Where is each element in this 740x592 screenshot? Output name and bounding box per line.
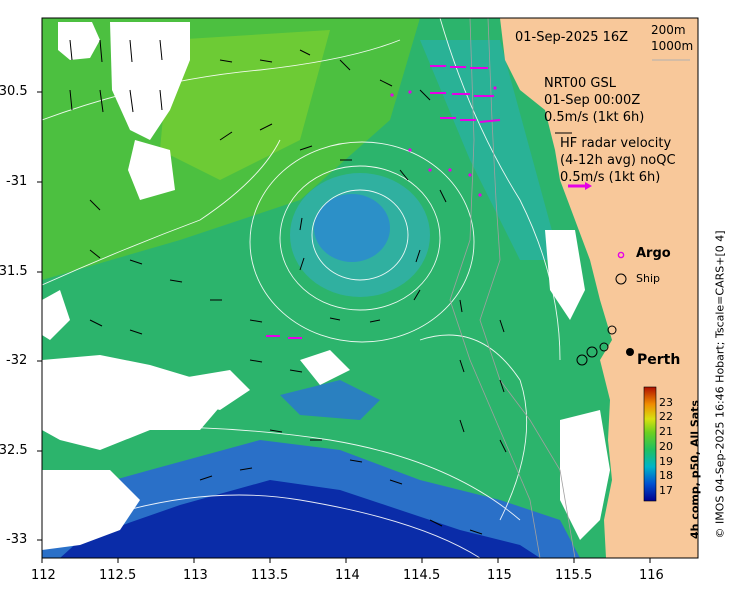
velocity-arrows [69, 39, 507, 535]
colorbar [643, 386, 657, 502]
map-plot-area [42, 18, 698, 558]
x-tick-label: 114.5 [403, 568, 441, 583]
colorbar-tick: 17 [659, 484, 673, 497]
gsl-scale: 0.5m/s (1kt 6h) [544, 110, 645, 125]
cold-water-core [60, 480, 540, 558]
ssh-contours [42, 18, 561, 558]
colorbar-tick: 21 [659, 425, 673, 438]
colorbar-tick: 23 [659, 396, 673, 409]
argo-legend-label: Argo [636, 246, 671, 261]
bathymetry-contours [449, 18, 576, 558]
map-frame [41, 17, 699, 559]
cold-water [280, 380, 380, 420]
y-tick-label: -31 [6, 174, 28, 189]
argo-legend-icon [617, 251, 625, 259]
hf-radar-vectors [266, 65, 501, 339]
x-tick-label: 113 [183, 568, 208, 583]
hf-radar-scale: 0.5m/s (1kt 6h) [560, 170, 661, 185]
gsl-title: NRT00 GSL [544, 76, 616, 91]
ship-legend-label: Ship [636, 272, 660, 285]
ship-markers [576, 325, 617, 366]
x-axis-ticks [41, 558, 651, 563]
perth-marker [626, 348, 634, 356]
hf-radar-title: HF radar velocity [560, 136, 672, 151]
hf-radar-subtitle: (4-12h avg) noQC [560, 153, 676, 168]
x-tick-label: 112 [31, 568, 56, 583]
warm-water-patch [160, 30, 330, 180]
y-tick-label: -31.5 [0, 264, 28, 279]
colorbar-tick: 19 [659, 455, 673, 468]
date-label: 01-Sep-2025 16Z [515, 30, 629, 45]
perth-label: Perth [637, 352, 681, 368]
colorbar-tick: 22 [659, 410, 673, 423]
x-tick-label: 113.5 [251, 568, 289, 583]
y-tick-label: -30.5 [0, 84, 28, 99]
colorbar-title: 4h comp, p50, All Sats [688, 400, 702, 539]
y-tick-label: -32.5 [0, 443, 28, 458]
argo-dots [390, 86, 497, 197]
contour-label-1000m: 1000m [651, 39, 694, 53]
credit-label: © IMOS 04-Sep-2025 16:46 Hobart; Tscale=… [713, 230, 727, 539]
x-tick-label: 116 [639, 568, 664, 583]
gsl-time: 01-Sep 00:00Z [544, 93, 641, 108]
colorbar-tick: 20 [659, 440, 673, 453]
x-tick-label: 112.5 [99, 568, 137, 583]
x-tick-label: 115.5 [555, 568, 593, 583]
hf-scale-arrowhead [585, 182, 592, 190]
x-tick-label: 115 [487, 568, 512, 583]
x-tick-label: 114 [335, 568, 360, 583]
contour-label-200m: 200m [651, 23, 686, 37]
colorbar-tick: 18 [659, 469, 673, 482]
y-tick-label: -32 [6, 353, 28, 368]
eddy-core [314, 194, 390, 262]
ship-legend-icon [615, 273, 627, 285]
y-tick-label: -33 [6, 532, 28, 547]
y-axis-ticks [37, 91, 42, 541]
